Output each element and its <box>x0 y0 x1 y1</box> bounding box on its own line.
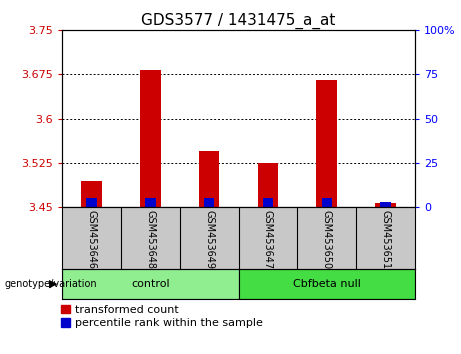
Text: genotype/variation: genotype/variation <box>5 279 97 289</box>
Text: GSM453649: GSM453649 <box>204 210 214 269</box>
Text: Cbfbeta null: Cbfbeta null <box>293 279 361 289</box>
Text: GSM453651: GSM453651 <box>380 210 390 269</box>
Text: GSM453647: GSM453647 <box>263 210 273 269</box>
Bar <box>322 198 332 207</box>
Bar <box>316 80 337 207</box>
Bar <box>263 198 273 207</box>
Legend: transformed count, percentile rank within the sample: transformed count, percentile rank withi… <box>61 305 263 328</box>
Text: GSM453648: GSM453648 <box>145 210 155 269</box>
Bar <box>62 269 239 299</box>
Text: ▶: ▶ <box>49 279 58 289</box>
Bar <box>204 198 214 207</box>
Bar <box>380 202 390 207</box>
Text: GSM453646: GSM453646 <box>87 210 97 269</box>
Bar <box>81 181 102 207</box>
Bar <box>258 163 278 207</box>
Bar <box>199 151 219 207</box>
Title: GDS3577 / 1431475_a_at: GDS3577 / 1431475_a_at <box>142 12 336 29</box>
Bar <box>87 198 97 207</box>
Text: GSM453650: GSM453650 <box>322 210 332 269</box>
Bar <box>375 203 396 207</box>
Bar <box>140 70 161 207</box>
Text: control: control <box>131 279 170 289</box>
Bar <box>239 269 415 299</box>
Bar <box>145 198 155 207</box>
